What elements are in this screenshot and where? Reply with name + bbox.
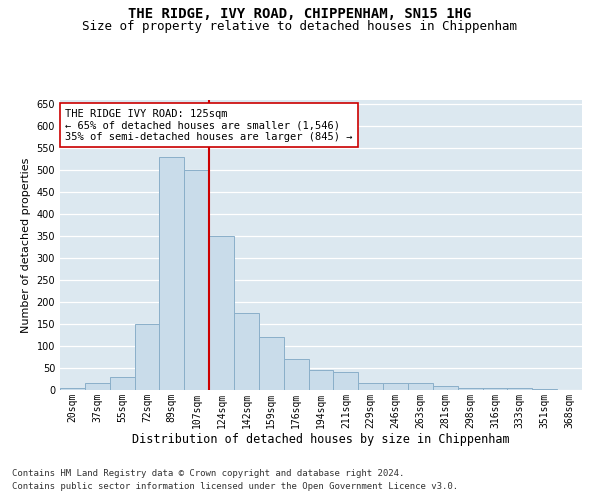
Text: Contains public sector information licensed under the Open Government Licence v3: Contains public sector information licen… <box>12 482 458 491</box>
Text: Contains HM Land Registry data © Crown copyright and database right 2024.: Contains HM Land Registry data © Crown c… <box>12 468 404 477</box>
Bar <box>160 157 184 390</box>
Bar <box>234 313 259 390</box>
Bar <box>482 388 508 390</box>
Bar <box>532 389 557 390</box>
Bar <box>383 384 408 390</box>
Bar <box>85 384 110 390</box>
Bar <box>508 388 532 390</box>
Bar <box>308 370 334 390</box>
Bar <box>433 386 458 390</box>
Bar <box>408 384 433 390</box>
Bar <box>458 388 482 390</box>
Text: Size of property relative to detached houses in Chippenham: Size of property relative to detached ho… <box>83 20 517 33</box>
Bar <box>209 236 234 390</box>
Bar <box>259 338 284 390</box>
Bar <box>60 388 85 390</box>
Bar <box>358 384 383 390</box>
Y-axis label: Number of detached properties: Number of detached properties <box>21 158 31 332</box>
Bar <box>284 359 308 390</box>
Bar <box>334 372 358 390</box>
Bar <box>110 377 134 390</box>
Bar <box>134 324 160 390</box>
Text: THE RIDGE IVY ROAD: 125sqm
← 65% of detached houses are smaller (1,546)
35% of s: THE RIDGE IVY ROAD: 125sqm ← 65% of deta… <box>65 108 353 142</box>
Bar <box>184 170 209 390</box>
Text: Distribution of detached houses by size in Chippenham: Distribution of detached houses by size … <box>132 432 510 446</box>
Text: THE RIDGE, IVY ROAD, CHIPPENHAM, SN15 1HG: THE RIDGE, IVY ROAD, CHIPPENHAM, SN15 1H… <box>128 8 472 22</box>
